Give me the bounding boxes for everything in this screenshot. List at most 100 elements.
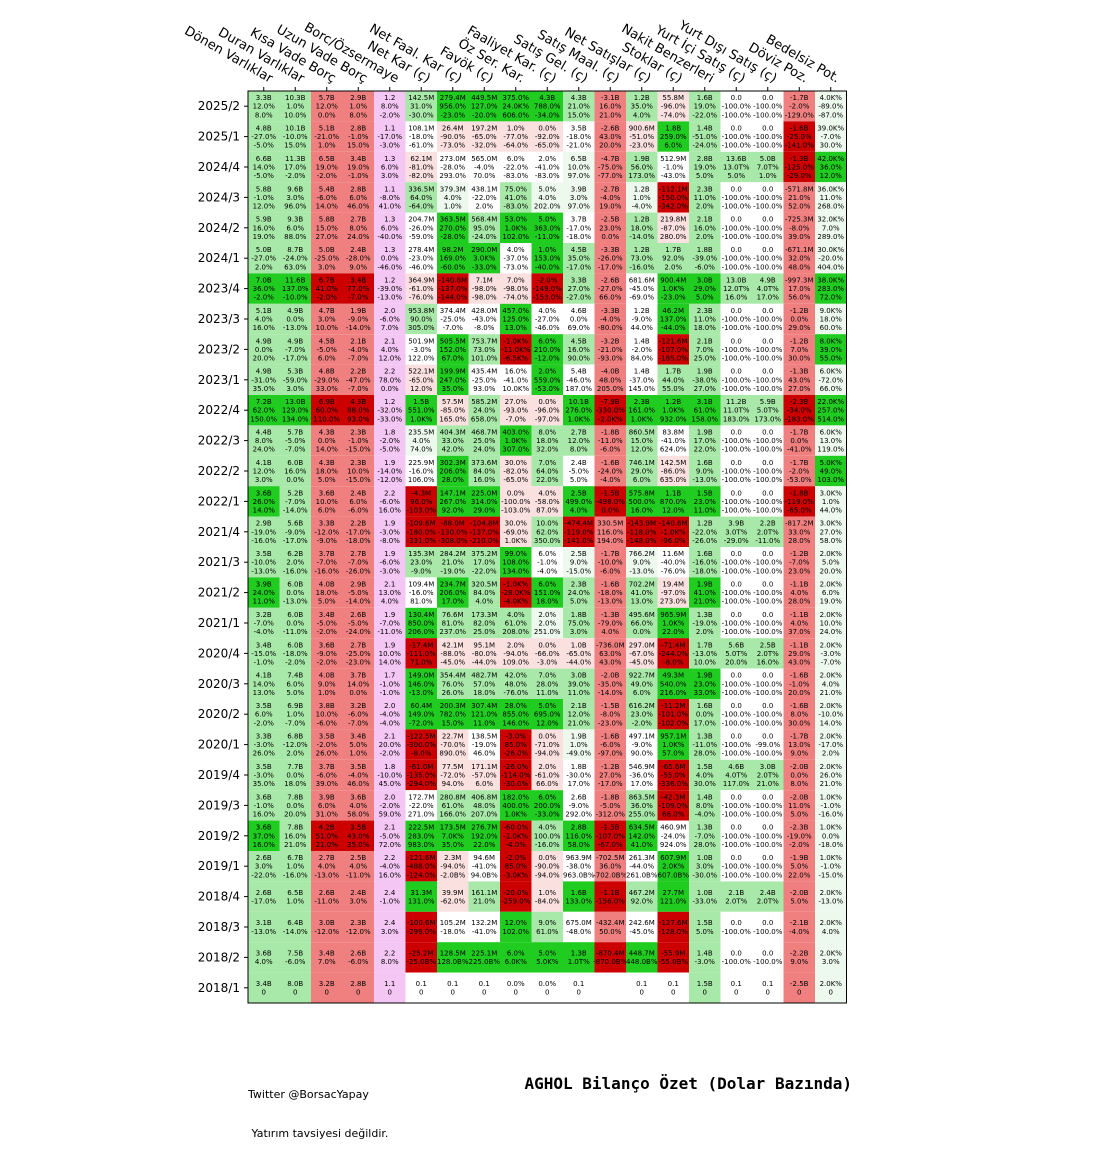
- heatmap-cell: -1.7B-2.0%-129.0%: [783, 91, 815, 122]
- heatmap-cell-fill: [437, 303, 469, 335]
- heatmap-cell-value: -1.3B: [790, 368, 809, 376]
- heatmap-cell-value: -33.0%: [535, 811, 560, 819]
- heatmap-cell-fill: [657, 395, 689, 426]
- heatmap-cell: -3.3B-4.0%-80.0%: [594, 303, 626, 335]
- heatmap-cell-value: -3.0%: [537, 659, 558, 667]
- heatmap-cell-value: 1.0%: [507, 125, 525, 133]
- heatmap-cell-value: -1.7B: [601, 550, 620, 558]
- heatmap-cell-fill: [815, 91, 847, 122]
- heatmap-cell: -1.8B-119.0%-65.0%: [783, 486, 815, 517]
- heatmap-cell-value: 192.0%: [471, 832, 498, 840]
- heatmap-cell-value: 482.7M: [471, 672, 497, 680]
- heatmap-cell-value: 499.0%: [565, 498, 592, 506]
- heatmap-cell-fill: [342, 334, 374, 365]
- heatmap-cell-fill: [437, 243, 469, 274]
- heatmap-cell-value: 23.0%: [410, 559, 433, 567]
- heatmap-cell-value: 173.0%: [754, 415, 781, 423]
- heatmap-cell: 375.0%24.0K%606.0%: [500, 91, 532, 122]
- heatmap-cell-fill: [783, 243, 815, 274]
- heatmap-cell-value: -19.0%: [692, 620, 717, 628]
- heatmap-cell-value: -140.6M: [659, 520, 688, 528]
- heatmap-cell: -725.3M-8.0%39.0%: [783, 212, 815, 243]
- heatmap-cell-value: 3.6B: [319, 489, 335, 497]
- heatmap-cell: 4.3B0.0%14.0%: [311, 425, 343, 456]
- heatmap-cell-value: 13.0%: [253, 689, 276, 697]
- heatmap-cell-value: 1.0K%: [820, 854, 843, 862]
- heatmap-cell: 77.5M-72.0%94.0%: [437, 759, 469, 791]
- heatmap-cell-value: -137.0%: [470, 528, 500, 536]
- heatmap-cell-value: 4.0%: [790, 620, 808, 628]
- footer-disclaimer: Yatırım tavsiyesi değildir.: [248, 1127, 389, 1140]
- heatmap-cell: -1.5B-107.0%-67.0%: [594, 820, 626, 851]
- heatmap-cell-value: 16.0%: [253, 224, 276, 232]
- heatmap-cell: 1.2B-9.0%44.0%: [626, 303, 658, 335]
- heatmap-cell-value: -30.0%: [503, 780, 528, 788]
- heatmap-cell-value: 1.0%: [570, 741, 588, 749]
- heatmap-cell-value: 138.5M: [471, 733, 497, 741]
- heatmap-cell-value: 766.2M: [629, 550, 655, 558]
- heatmap-cell-value: 6.0%: [538, 337, 556, 345]
- heatmap-cell-value: 1.0K%: [820, 793, 843, 801]
- heatmap-cell-value: -185.0%: [659, 355, 689, 363]
- heatmap-cell-value: 146.0%: [408, 680, 435, 688]
- heatmap-cell-value: -870.4M: [596, 950, 625, 958]
- heatmap-cell-value: 19.0%: [316, 164, 339, 172]
- heatmap-cell-value: 17.0%: [788, 285, 811, 293]
- heatmap-cell: 4.0K%-89.0%-87.0%: [815, 91, 847, 122]
- heatmap-cell-value: 225.1M: [471, 950, 497, 958]
- heatmap-cell-value: -100.0%: [753, 233, 783, 241]
- heatmap-cell-value: -100.0%: [753, 376, 783, 384]
- heatmap-cell: 1.5B4.0%30.0%: [689, 759, 721, 791]
- heatmap-cell-value: 0.0%: [538, 980, 556, 988]
- heatmap-cell-value: 103.0%: [817, 476, 844, 484]
- heatmap-cell-value: -141.0%: [785, 142, 815, 150]
- heatmap-cell-value: 56.0%: [788, 294, 811, 302]
- heatmap-cell: -1.6B-24.0%-4.0%: [594, 455, 626, 487]
- heatmap-cell-value: 41.0%: [379, 203, 402, 211]
- heatmap-cell: 2.0%559.0%-53.0%: [531, 364, 563, 395]
- heatmap-cell-value: 2.1: [384, 824, 395, 832]
- heatmap-cell-value: 12.0T%: [723, 285, 750, 293]
- heatmap-cell-value: 3.4B: [319, 611, 335, 619]
- heatmap-cell: 30.0%-69.0%1.0K%: [500, 516, 532, 547]
- heatmap-cell-value: -43.0%: [472, 316, 497, 324]
- heatmap-cell-value: 9.0%: [790, 958, 808, 966]
- heatmap-cell-value: 2.5B: [571, 489, 587, 497]
- heatmap-cell-value: -10.0%: [251, 559, 276, 567]
- heatmap-cell: 607.9M2.0K%607.0B%: [657, 851, 689, 882]
- heatmap-cell-value: 19.4M: [662, 581, 684, 589]
- heatmap-cell: 460.9M-24.0%924.0%: [657, 820, 689, 851]
- heatmap-cell: 11.6M-40.0%-76.0%: [657, 547, 689, 578]
- heatmap-cell-fill: [248, 364, 280, 395]
- heatmap-cell: 2.5B4.0%-11.0%: [342, 851, 374, 882]
- heatmap-cell-value: 197.2M: [471, 125, 497, 133]
- row-label-period: 2024/2: [198, 221, 240, 235]
- heatmap-cell: -2.0%85.0%-3.0K%: [500, 851, 532, 882]
- heatmap-cell-value: 216.0%: [660, 689, 687, 697]
- heatmap-cell-value: 149.0M: [408, 672, 434, 680]
- heatmap-cell-value: -23.0%: [598, 719, 623, 727]
- heatmap-cell-value: -27.0%: [566, 294, 591, 302]
- heatmap-cell: 1.0%-77.0%-64.0%: [500, 121, 532, 152]
- heatmap-cell-value: -702.5M: [596, 854, 625, 862]
- heatmap-cell-value: -41.0%: [535, 164, 560, 172]
- heatmap-cell: 3.5B6.0%-2.0%: [248, 699, 280, 730]
- heatmap-cell-value: 6.0%: [286, 224, 304, 232]
- heatmap-cell-value: -27.0%: [598, 285, 623, 293]
- heatmap-cell-value: 109.4M: [408, 581, 434, 589]
- heatmap-cell-value: -96.0%: [535, 407, 560, 415]
- heatmap-cell: 225.9M-16.0%106.0%: [405, 455, 437, 487]
- heatmap-cell-value: 675.0M: [566, 919, 592, 927]
- heatmap-cell-value: -4.0%: [380, 719, 401, 727]
- heatmap-cell-value: 2.0%: [538, 155, 556, 163]
- heatmap-cell-value: -64.0%: [409, 203, 434, 211]
- heatmap-cell: 2.0K%5.0%20.0%: [815, 547, 847, 578]
- heatmap-cell: 1.7-1.0%-1.0%: [374, 668, 406, 699]
- row-label-period: 2023/2: [198, 342, 240, 356]
- heatmap-cell-value: 30.0%: [505, 459, 528, 467]
- heatmap-cell-value: -4.0%: [789, 928, 810, 936]
